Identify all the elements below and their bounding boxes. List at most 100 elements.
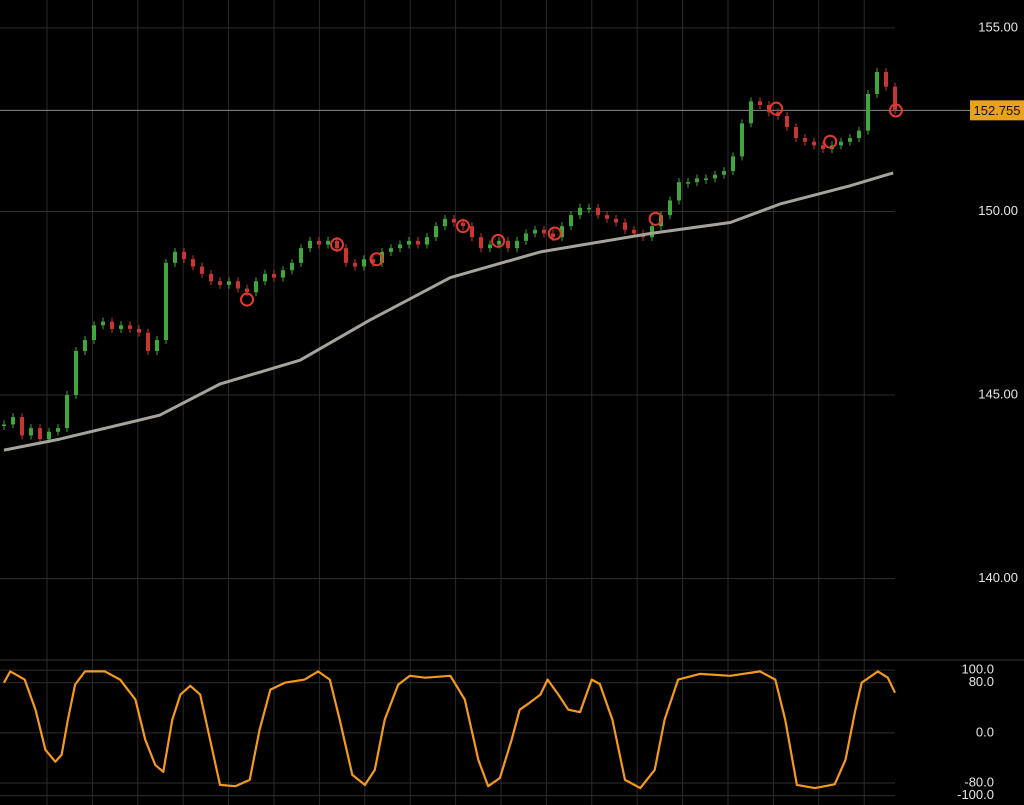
- candle: [272, 273, 276, 278]
- candle: [884, 71, 888, 87]
- signal-marker: [240, 292, 254, 307]
- y-tick-label: 100.0: [961, 662, 994, 677]
- line-series: [3, 670, 896, 790]
- signal-marker: [491, 233, 506, 248]
- candle: [812, 141, 816, 146]
- vertical-grid: [46, 0, 865, 805]
- candle: [803, 138, 807, 142]
- candle: [794, 127, 798, 139]
- candle: [425, 237, 429, 245]
- candle: [857, 130, 861, 139]
- candle: [848, 138, 852, 142]
- candle: [623, 222, 627, 230]
- candle: [389, 248, 393, 252]
- signal-marker: [456, 219, 470, 234]
- candle: [596, 207, 600, 216]
- candle: [173, 251, 177, 263]
- candle: [704, 178, 708, 180]
- candle: [2, 424, 6, 426]
- current-price-label: 152.755: [974, 103, 1021, 118]
- candle: [47, 431, 51, 440]
- candle: [155, 339, 159, 351]
- signal-marker: [330, 237, 344, 252]
- candle: [524, 233, 528, 241]
- candle: [587, 207, 591, 210]
- candle: [677, 182, 681, 201]
- candle: [29, 428, 33, 436]
- candle: [227, 281, 231, 285]
- candle: [497, 240, 501, 245]
- candle: [893, 86, 897, 111]
- candle: [344, 248, 348, 263]
- y-tick-label: 0.0: [976, 724, 994, 739]
- candle: [245, 288, 249, 293]
- candle: [83, 339, 87, 351]
- candle: [407, 240, 411, 245]
- candle: [479, 237, 483, 249]
- candle: [128, 325, 132, 329]
- candle: [362, 259, 366, 267]
- candle: [182, 251, 186, 260]
- candle: [308, 240, 312, 249]
- candle: [839, 141, 843, 146]
- signal-marker: [823, 134, 838, 149]
- candle: [749, 101, 753, 124]
- y-tick-label: 80.0: [969, 674, 994, 689]
- candle: [515, 240, 519, 249]
- candle: [11, 417, 15, 425]
- candle: [218, 281, 222, 285]
- candle: [353, 262, 357, 267]
- signal-marker: [648, 211, 663, 226]
- candle: [560, 226, 564, 238]
- y-tick-label: 155.00: [978, 19, 1018, 34]
- candle: [443, 218, 447, 227]
- candle: [605, 215, 609, 219]
- candle: [614, 218, 618, 223]
- candle: [263, 273, 267, 282]
- candle: [290, 262, 294, 271]
- candle: [137, 328, 141, 333]
- candle: [236, 281, 240, 289]
- candle: [299, 248, 303, 263]
- signal-marker: [369, 252, 384, 267]
- candle: [65, 395, 69, 429]
- candle: [722, 171, 726, 175]
- candle: [713, 174, 717, 179]
- candle: [101, 321, 105, 326]
- candle: [470, 226, 474, 238]
- candle: [335, 240, 339, 249]
- current-price-box: [970, 100, 1024, 121]
- signal-marker: [547, 226, 562, 241]
- candle: [110, 321, 114, 329]
- candle: [551, 233, 555, 238]
- candle: [200, 266, 204, 274]
- y-tick-label: 145.00: [978, 386, 1018, 401]
- candle: [821, 145, 825, 150]
- candle: [281, 270, 285, 278]
- y-tick-label: 150.00: [978, 203, 1018, 218]
- candle: [317, 240, 321, 245]
- candle: [785, 116, 789, 128]
- y-tick-label: 140.00: [978, 570, 1018, 585]
- candle: [488, 244, 492, 249]
- candle: [398, 244, 402, 249]
- candle: [416, 240, 420, 245]
- signal-marker: [888, 103, 903, 118]
- candle: [569, 215, 573, 227]
- candle: [632, 229, 636, 234]
- y-tick-label: -80.0: [964, 774, 994, 789]
- candle: [506, 240, 510, 249]
- candle: [758, 101, 762, 106]
- candle: [461, 222, 465, 227]
- candle: [326, 240, 330, 245]
- candle: [578, 207, 582, 216]
- signal-marker: [769, 101, 784, 116]
- candle: [371, 259, 375, 263]
- candle: [164, 262, 168, 340]
- y-tick-label: -100.0: [957, 787, 994, 802]
- candle: [74, 350, 78, 396]
- candle: [38, 428, 42, 440]
- candle: [20, 417, 24, 436]
